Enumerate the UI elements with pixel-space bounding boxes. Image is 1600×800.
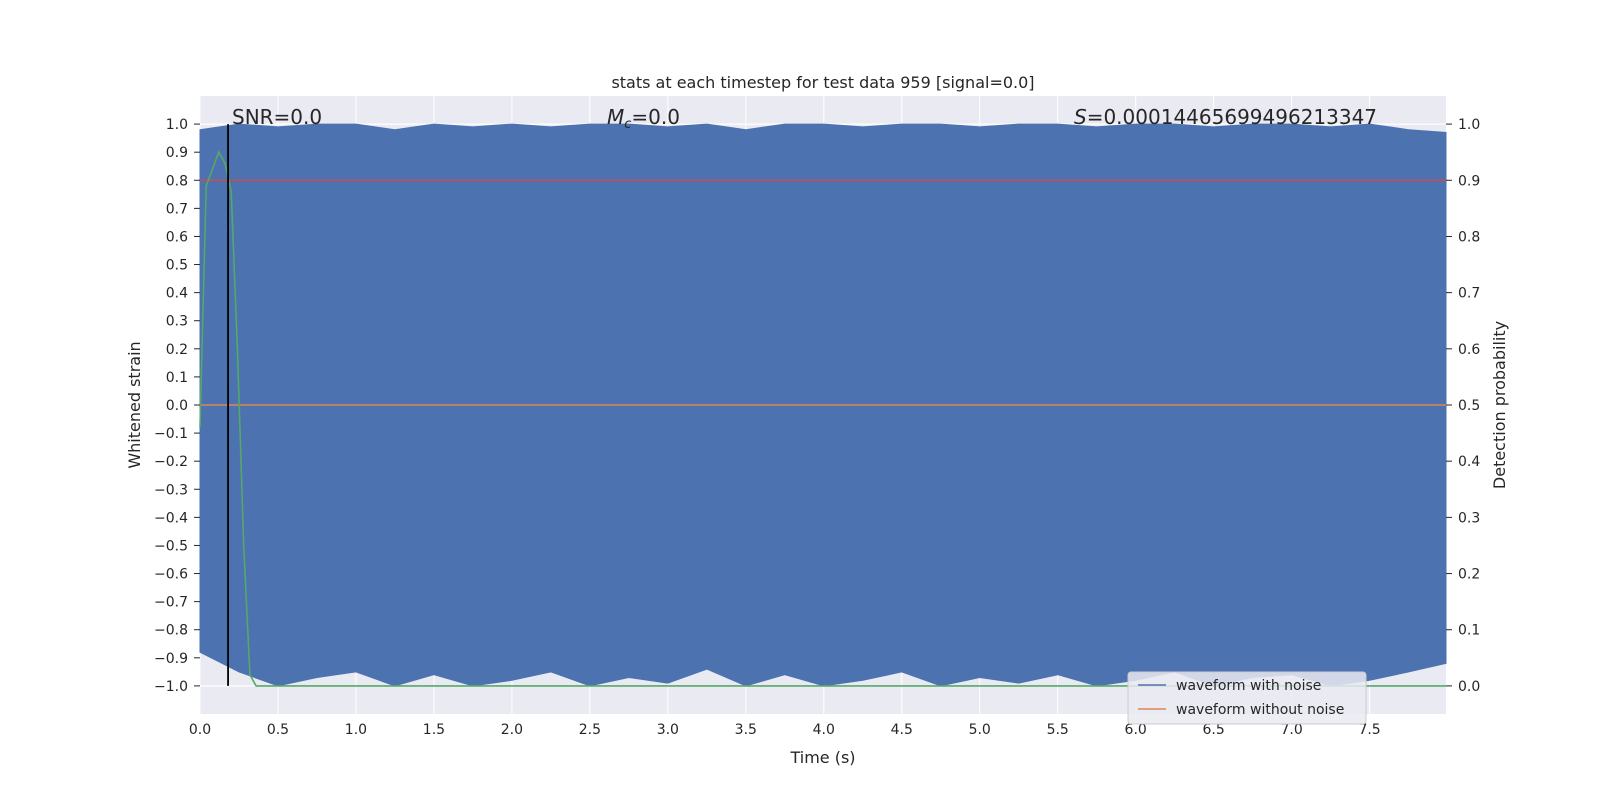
x-tick-label: 4.0: [813, 722, 835, 738]
x-axis-label: Time (s): [789, 748, 855, 767]
x-tick-label: 3.0: [657, 722, 679, 738]
x-tick-label: 7.0: [1280, 722, 1302, 738]
x-tick-label: 6.0: [1125, 722, 1147, 738]
y-tick-label: −0.2: [154, 454, 188, 470]
legend-label-noise: waveform with noise: [1176, 678, 1321, 694]
x-tick-label: 5.5: [1047, 722, 1069, 738]
series-layer: [199, 123, 1447, 687]
mc-annotation: Mc=0.0: [607, 105, 680, 132]
y-tick-label: −0.3: [154, 482, 188, 498]
y2-tick-label: 0.6: [1458, 342, 1480, 358]
legend-box: [1127, 671, 1367, 725]
y-tick-label: 0.5: [166, 258, 188, 274]
y-tick-label: 0.6: [166, 229, 188, 245]
y-tick-label: −0.8: [154, 623, 188, 639]
y2-tick-label: 0.0: [1458, 679, 1480, 695]
y2-tick-label: 0.3: [1458, 510, 1480, 526]
x-tick-label: 2.0: [501, 722, 523, 738]
ticks: 0.0 0.5 1.0 1.5 2.0 2.5 3.0 3.5 4.0 4.5 5.0 5.5 6.0 6…: [154, 117, 1480, 738]
y2-axis-label: Detection probability: [1490, 321, 1509, 489]
y-tick-label: 0.4: [166, 286, 188, 302]
y-tick-label: −0.1: [154, 426, 188, 442]
x-tick-label: 7.5: [1358, 722, 1380, 738]
y-tick-label: 0.9: [166, 145, 188, 161]
y2-tick-label: 0.2: [1458, 567, 1480, 583]
legend-label-clean: waveform without noise: [1176, 702, 1344, 718]
y-tick-label: 0.1: [166, 370, 188, 386]
y-axis-label: Whitened strain: [125, 341, 144, 468]
chart-title: stats at each timestep for test data 959…: [611, 73, 1034, 92]
x-tick-label: 5.0: [969, 722, 991, 738]
y2-tick-label: 0.9: [1458, 173, 1480, 189]
x-tick-label: 1.0: [345, 722, 367, 738]
y-tick-label: −0.6: [154, 567, 188, 583]
y-tick-label: 1.0: [166, 117, 188, 133]
x-tick-label: 6.5: [1203, 722, 1225, 738]
y-tick-label: −0.5: [154, 538, 188, 554]
y-tick-label: 0.8: [166, 173, 188, 189]
x-tick-label: 1.5: [423, 722, 445, 738]
legend: waveform with noise waveform without noi…: [1127, 671, 1367, 725]
y-tick-label: 0.0: [166, 398, 188, 414]
y2-tick-label: 1.0: [1458, 117, 1480, 133]
y2-tick-label: 0.5: [1458, 398, 1480, 414]
y-tick-label: 0.3: [166, 314, 188, 330]
s-annotation: S=0.00014465699496213347: [1074, 105, 1377, 129]
y-tick-label: −1.0: [154, 679, 188, 695]
x-tick-label: 3.5: [735, 722, 757, 738]
y-tick-label: 0.7: [166, 201, 188, 217]
y-tick-label: −0.7: [154, 595, 188, 611]
x-tick-label: 0.5: [267, 722, 289, 738]
series-detection-probability: [199, 150, 1446, 687]
y2-tick-label: 0.7: [1458, 286, 1480, 302]
y2-tick-label: 0.4: [1458, 454, 1480, 470]
y-tick-label: −0.9: [154, 651, 188, 667]
y2-tick-label: 0.8: [1458, 229, 1480, 245]
x-tick-label: 2.5: [579, 722, 601, 738]
y2-tick-label: 0.1: [1458, 623, 1480, 639]
x-tick-label: 4.5: [891, 722, 913, 738]
y-tick-label: −0.4: [154, 510, 188, 526]
snr-annotation: SNR=0.0: [232, 105, 322, 129]
x-tick-label: 0.0: [189, 722, 211, 738]
y-tick-label: 0.2: [166, 342, 188, 358]
